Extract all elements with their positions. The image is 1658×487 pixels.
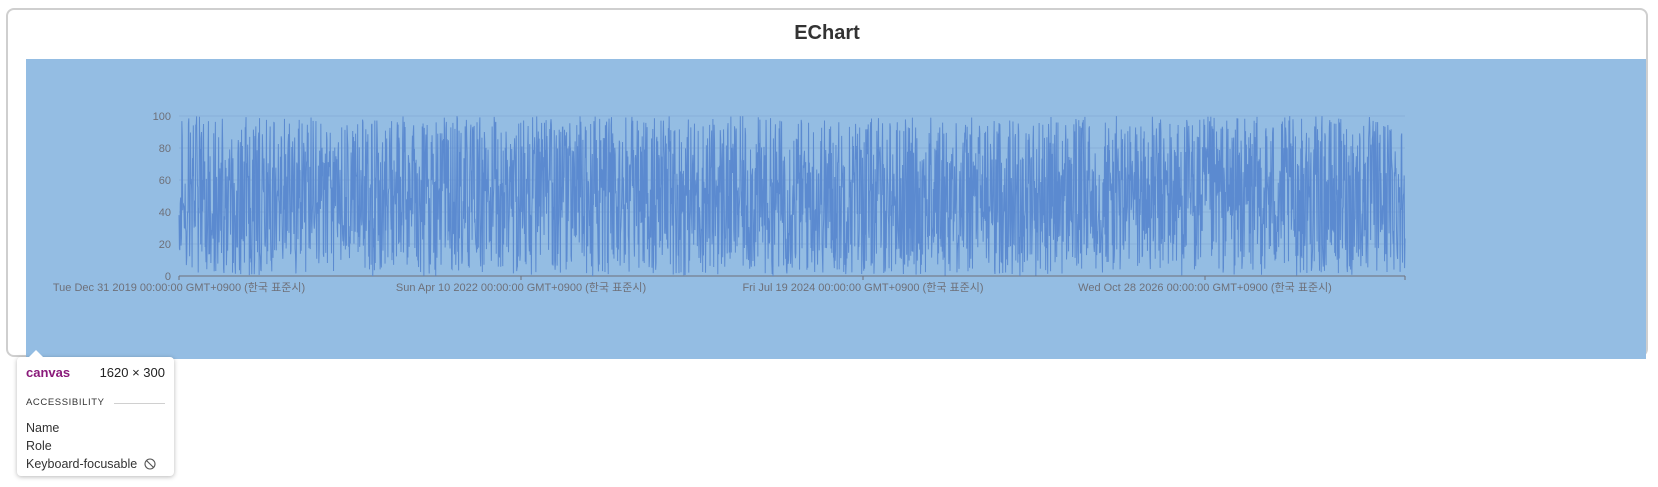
accessibility-section-header: ACCESSIBILITY xyxy=(26,397,165,409)
not-allowed-icon xyxy=(144,458,156,470)
chart-card: EChart 0 20 40 60 80 100 Tue Dec 31 2019 00:0… xyxy=(6,8,1648,359)
devtools-inspect-tooltip: canvas 1620 × 300 ACCESSIBILITY Name Rol… xyxy=(17,350,174,476)
x-tick-label: Tue Dec 31 2019 00:00:00 GMT+0900 (한국 표준… xyxy=(53,281,305,294)
y-tick-label: 60 xyxy=(159,175,171,187)
y-tick-label: 20 xyxy=(159,239,171,251)
element-size: 1620 × 300 xyxy=(99,365,165,380)
chart-title: EChart xyxy=(794,22,860,44)
a11y-role-label: Role xyxy=(26,439,52,453)
element-tag: canvas xyxy=(26,365,71,380)
line-chart: 0 20 40 60 80 100 Tue Dec 31 2019 00:00:00 GM… xyxy=(53,111,1406,294)
a11y-name-row: Name xyxy=(26,421,165,437)
x-tick-label: Fri Jul 19 2024 00:00:00 GMT+0900 (한국 표준… xyxy=(742,281,983,294)
chart-canvas[interactable]: 0 20 40 60 80 100 Tue Dec 31 2019 00:00:00 GM… xyxy=(26,59,1646,359)
a11y-keyboard-row: Keyboard-focusable xyxy=(26,457,165,473)
y-tick-label: 100 xyxy=(153,111,171,123)
section-divider xyxy=(114,403,165,404)
x-tick-label: Wed Oct 28 2026 00:00:00 GMT+0900 (한국 표준… xyxy=(1078,281,1332,294)
y-tick-label: 80 xyxy=(159,143,171,155)
series-path xyxy=(178,116,1406,276)
a11y-keyboard-label: Keyboard-focusable xyxy=(26,457,138,471)
section-label: ACCESSIBILITY xyxy=(26,397,105,408)
series-line xyxy=(178,116,1406,276)
a11y-role-row: Role xyxy=(26,439,165,455)
y-tick-label: 40 xyxy=(159,207,171,219)
tooltip-header: canvas 1620 × 300 xyxy=(26,365,165,381)
tooltip-arrow xyxy=(29,350,43,357)
x-tick-label: Sun Apr 10 2022 00:00:00 GMT+0900 (한국 표준… xyxy=(396,281,646,294)
axes xyxy=(178,275,1406,280)
y-tick-labels: 0 20 40 60 80 100 xyxy=(153,111,171,283)
x-tick-labels: Tue Dec 31 2019 00:00:00 GMT+0900 (한국 표준… xyxy=(53,281,1332,294)
y-tick-label: 0 xyxy=(165,271,171,283)
a11y-name-label: Name xyxy=(26,421,60,435)
